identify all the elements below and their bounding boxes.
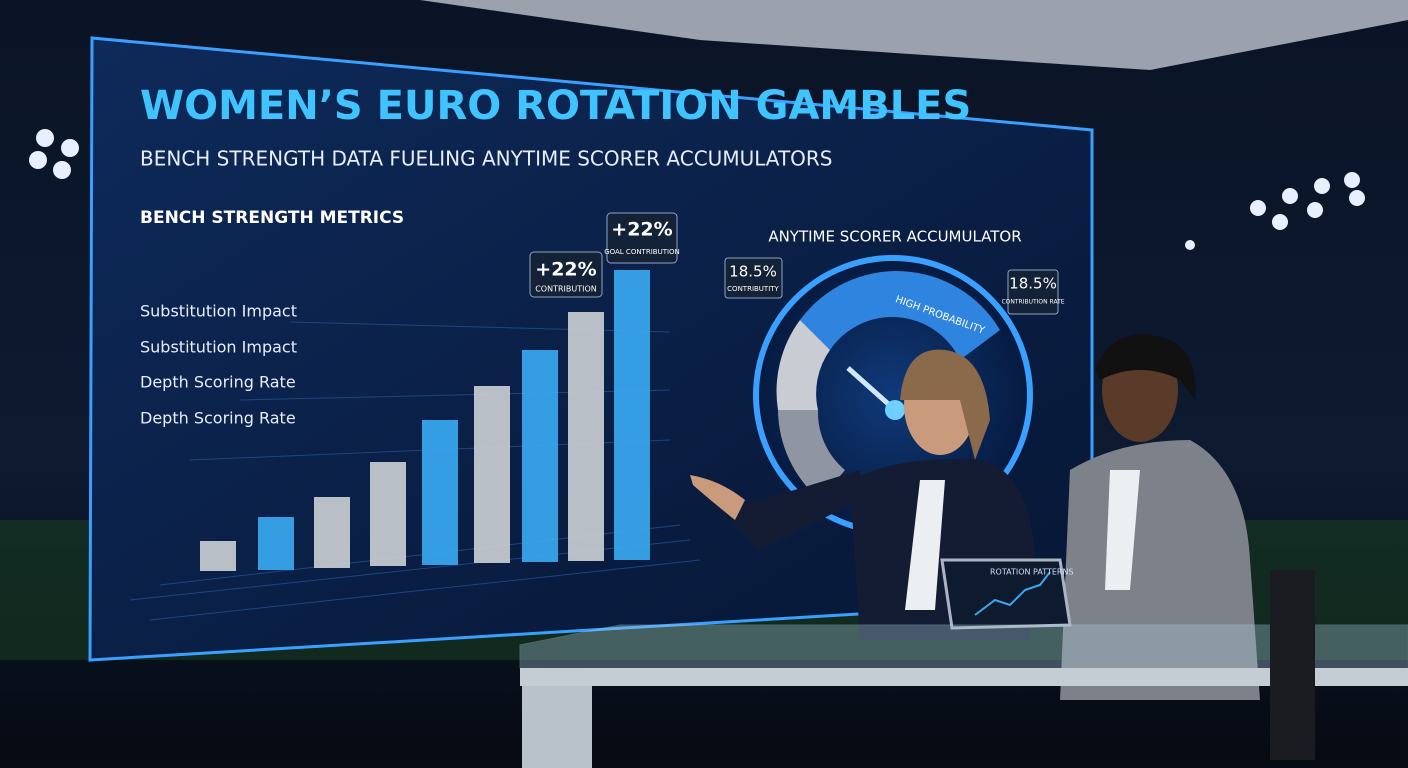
callout-box	[606, 212, 678, 264]
gauge-hub	[885, 400, 905, 420]
metric-label: Depth Scoring Rate	[140, 409, 296, 428]
metric-label: Substitution Impact	[140, 302, 297, 321]
ceiling-light	[420, 0, 1408, 70]
gauge-segment	[776, 320, 830, 410]
callout-box	[529, 251, 603, 298]
callout-caption: GOAL CONTRIBUTION	[604, 248, 680, 256]
callout-value: 18.5%	[729, 263, 777, 281]
bar	[568, 312, 604, 561]
desk	[519, 570, 1408, 768]
gauge-needle	[846, 366, 897, 412]
tablet-title: ROTATION PATTERNS	[990, 568, 1074, 577]
bar	[422, 420, 458, 565]
bar	[200, 541, 236, 571]
gauge-segment	[778, 410, 845, 500]
bar	[370, 462, 406, 566]
stadium-lights	[29, 129, 1365, 250]
bar	[614, 270, 650, 560]
tablet: ROTATION PATTERNS	[940, 558, 1074, 630]
gauge-segment	[800, 271, 1000, 360]
callout-box	[1007, 269, 1059, 315]
callout-value: 18.5%	[1009, 275, 1057, 293]
bar	[314, 497, 350, 568]
screen-title: WOMEN’S EURO ROTATION GAMBLES	[140, 83, 971, 129]
callout-value: +22%	[535, 259, 596, 281]
callout-caption: CONTRIBUTION	[535, 285, 597, 294]
callout-caption: CONTRIBUTION RATE	[1001, 299, 1064, 306]
bar	[474, 386, 510, 563]
callout-box	[724, 257, 783, 299]
left-heading: BENCH STRENGTH METRICS	[140, 208, 404, 228]
right-heading: ANYTIME SCORER ACCUMULATOR	[768, 228, 1021, 246]
bar	[258, 517, 294, 570]
metric-label: Substitution Impact	[140, 338, 297, 357]
metric-label: Depth Scoring Rate	[140, 373, 296, 392]
presenter-right	[1060, 334, 1260, 700]
screen-subtitle: BENCH STRENGTH DATA FUELING ANYTIME SCOR…	[140, 147, 833, 171]
bar	[522, 350, 558, 562]
callout-caption: CONTRIBUTITY	[727, 285, 779, 293]
callout-value: +22%	[611, 219, 672, 241]
bar-chart	[200, 270, 650, 571]
